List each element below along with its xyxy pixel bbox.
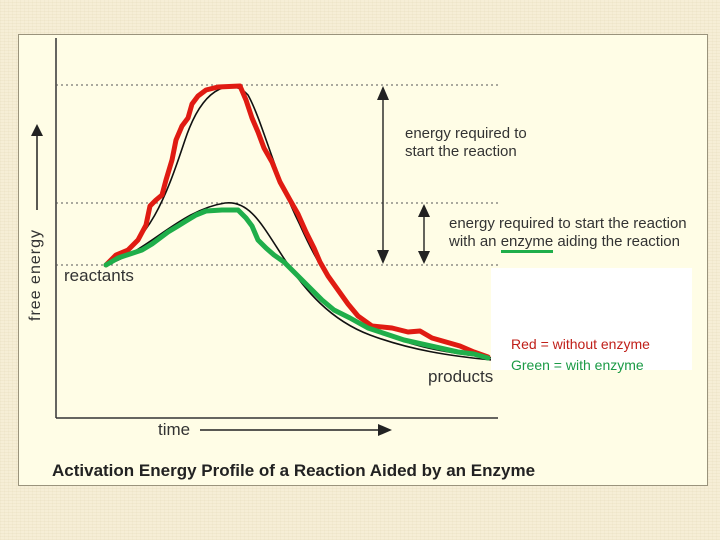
enzyme-word: enzyme	[500, 233, 554, 253]
x-axis-label: time	[158, 420, 191, 439]
annotation-with-enzyme: energy required to start the reaction wi…	[449, 215, 687, 253]
reactants-label: reactants	[64, 266, 134, 285]
annotation-with-enzyme-line2: with an enzyme aiding the reaction	[449, 233, 687, 253]
y-axis-label: free energy	[27, 229, 44, 321]
legend-box: Red = without enzyme Green = with enzyme	[491, 268, 692, 373]
arrow-catalyzed-top	[418, 204, 430, 217]
products-label: products	[428, 367, 494, 386]
slide-frame	[18, 34, 708, 486]
annotation-without-enzyme: energy required to start the reaction	[405, 125, 527, 161]
figure-caption: Activation Energy Profile of a Reaction …	[52, 461, 536, 480]
legend-without-enzyme: Red = without enzyme	[511, 336, 650, 352]
annotation-with-enzyme-line1: energy required to start the reaction	[449, 215, 687, 232]
annotation-with-enzyme-post: aiding the reaction	[553, 233, 680, 250]
annotation-without-enzyme-line2: start the reaction	[405, 143, 517, 160]
arrow-uncatalyzed-top	[377, 86, 389, 100]
curve-without-enzyme	[103, 83, 491, 360]
y-arrow-head	[31, 124, 43, 136]
annotation-with-enzyme-pre: with an	[449, 233, 501, 250]
arrow-uncatalyzed-bottom	[377, 250, 389, 264]
arrow-catalyzed-bottom	[418, 251, 430, 264]
x-arrow-head	[378, 424, 392, 436]
annotation-without-enzyme-line1: energy required to	[405, 125, 527, 142]
legend-with-enzyme: Green = with enzyme	[511, 357, 644, 373]
curve-with-enzyme	[103, 207, 491, 361]
